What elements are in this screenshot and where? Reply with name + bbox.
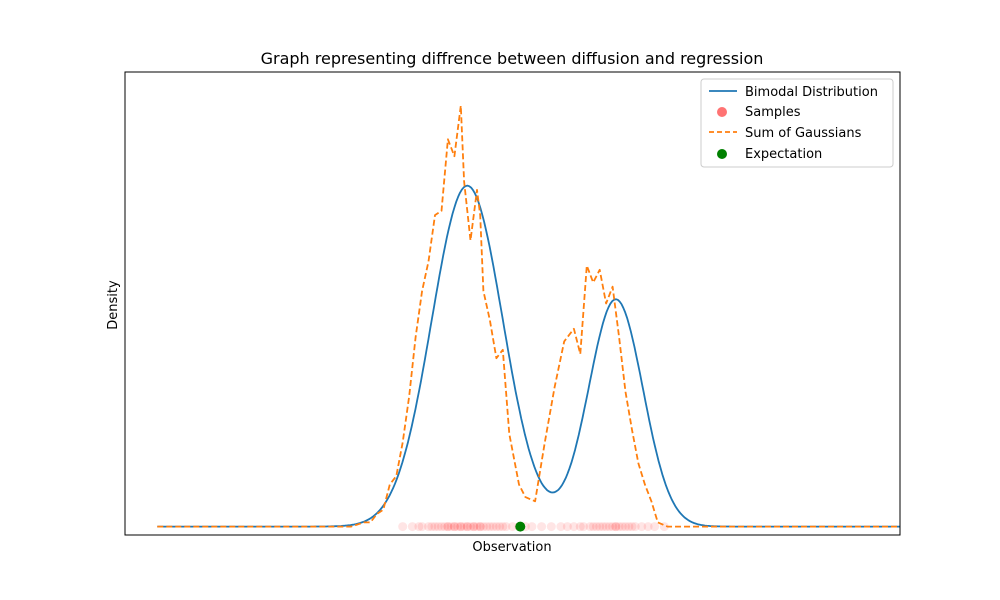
sample-point xyxy=(611,522,621,532)
sample-point xyxy=(575,522,585,532)
sample-point xyxy=(417,522,427,532)
sample-point xyxy=(498,522,508,532)
sample-point xyxy=(433,522,443,532)
legend-label-sum: Sum of Gaussians xyxy=(745,126,862,141)
sample-point xyxy=(488,522,498,532)
sample-point xyxy=(585,522,595,532)
sample-point xyxy=(469,522,479,532)
sample-point xyxy=(579,522,588,532)
sample-point xyxy=(469,522,479,532)
sample-point xyxy=(614,522,624,532)
sample-point xyxy=(495,522,505,532)
legend-handle-expectation xyxy=(717,149,727,159)
sample-point xyxy=(462,522,472,532)
legend: Bimodal Distribution Samples Sum of Gaus… xyxy=(700,78,894,168)
sample-point xyxy=(627,522,637,532)
sample-point xyxy=(424,522,433,532)
sample-point xyxy=(475,522,485,532)
sample-point xyxy=(643,522,653,532)
sample-point xyxy=(608,522,618,532)
x-axis-label: Observation xyxy=(472,540,551,555)
sample-point xyxy=(621,522,630,532)
legend-label-expectation: Expectation xyxy=(745,147,822,162)
sample-point xyxy=(456,522,466,532)
sample-point xyxy=(449,522,459,532)
sample-point xyxy=(430,522,440,532)
sample-point xyxy=(485,522,495,532)
sample-point xyxy=(482,522,492,532)
sample-point xyxy=(630,522,640,532)
sample-point xyxy=(598,522,608,532)
legend-label-samples: Samples xyxy=(745,105,801,120)
y-axis-label: Density xyxy=(106,280,121,330)
sample-point xyxy=(414,522,424,532)
sample-point xyxy=(446,522,456,532)
samples-layer xyxy=(398,522,669,532)
sample-point xyxy=(475,522,485,532)
sample-point xyxy=(449,522,459,532)
sample-point xyxy=(617,522,627,532)
sample-point xyxy=(466,522,475,532)
sample-point xyxy=(440,522,450,532)
sample-point xyxy=(491,522,501,532)
sample-point xyxy=(462,522,472,532)
sample-point xyxy=(595,522,605,532)
sample-point xyxy=(527,522,537,532)
sample-point xyxy=(604,522,614,532)
sample-point xyxy=(650,522,660,532)
sample-point xyxy=(592,522,601,532)
sample-point xyxy=(501,522,511,532)
sample-point xyxy=(611,522,621,532)
sample-point xyxy=(456,522,466,532)
expectation-layer xyxy=(515,521,526,532)
sample-point xyxy=(398,522,408,532)
sample-point xyxy=(459,522,469,532)
sample-point xyxy=(588,522,598,532)
legend-handle-samples xyxy=(717,107,727,117)
expectation-point xyxy=(515,521,526,532)
sample-point xyxy=(437,522,446,532)
axes-frame xyxy=(124,71,901,536)
legend-label-bimodal: Bimodal Distribution xyxy=(745,85,878,100)
sample-point xyxy=(478,522,488,532)
chart-title: Graph representing diffrence between dif… xyxy=(261,49,764,68)
sample-point xyxy=(472,522,482,532)
sample-point xyxy=(546,522,556,532)
sample-point xyxy=(443,522,453,532)
sample-point xyxy=(556,522,566,532)
lines-layer xyxy=(157,104,900,528)
sample-point xyxy=(453,522,463,532)
sample-point xyxy=(624,522,634,532)
sample-point xyxy=(569,522,579,532)
sample-point xyxy=(637,522,647,532)
sample-point xyxy=(562,522,572,532)
sample-point xyxy=(407,522,417,532)
sample-point xyxy=(443,522,453,532)
sample-point xyxy=(427,522,437,532)
sample-point xyxy=(537,522,547,532)
legend-box xyxy=(700,78,894,168)
sample-point xyxy=(601,522,611,532)
plot-area xyxy=(157,104,900,532)
sum-of-gaussians-line xyxy=(157,104,900,528)
sample-point xyxy=(508,522,517,532)
